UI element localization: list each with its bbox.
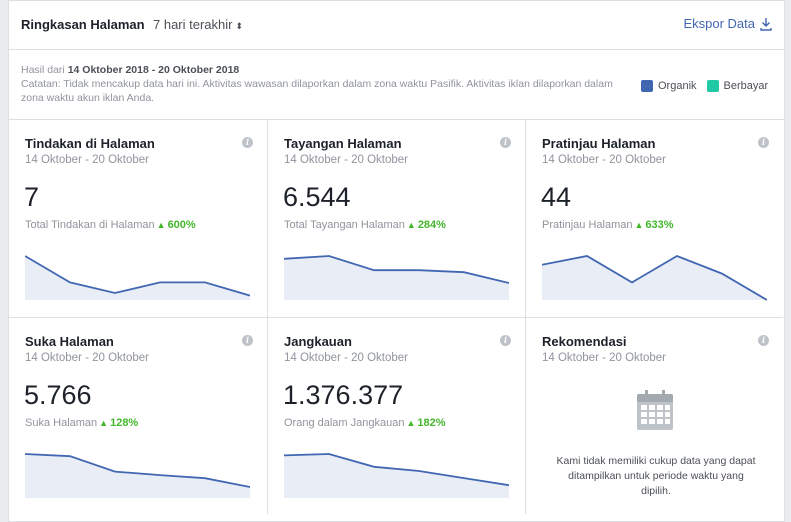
- card-sub-label: Orang dalam Jangkauan: [284, 417, 405, 429]
- date-range-selector[interactable]: 7 hari terakhir ⬍: [153, 17, 243, 32]
- sparkline-area: [284, 454, 509, 498]
- up-arrow-icon: ▲: [634, 220, 644, 230]
- sparkline-line: [25, 453, 250, 488]
- sparkline-chart: [284, 453, 509, 498]
- chart-legend: Organik Berbayar: [641, 80, 778, 92]
- card-subtitle: Orang dalam Jangkauan ▲ 182%: [284, 417, 446, 429]
- card-change: 633%: [645, 219, 674, 231]
- card-title: Suka Halaman: [25, 334, 114, 349]
- page-summary-panel: Ringkasan Halaman 7 hari terakhir ⬍ Ekspo…: [8, 0, 785, 522]
- card-value: 44: [541, 182, 572, 212]
- card-subtitle: Total Tindakan di Halaman ▲ 600%: [25, 219, 196, 231]
- card-date: 14 Oktober - 20 Oktober: [284, 154, 409, 166]
- date-range-label: 7 hari terakhir: [153, 17, 233, 32]
- info-icon[interactable]: i: [500, 335, 511, 346]
- legend-organic-label: Organik: [658, 80, 697, 92]
- metric-card-page-likes[interactable]: Suka Halaman 14 Oktober - 20 Oktober i 5…: [9, 317, 267, 514]
- card-title: Pratinjau Halaman: [542, 136, 656, 151]
- recommendation-card: Rekomendasi 14 Oktober - 20 Oktober i Ka…: [525, 317, 783, 514]
- card-subtitle: Pratinjau Halaman ▲ 633%: [542, 219, 674, 231]
- card-sub-label: Pratinjau Halaman: [542, 219, 633, 231]
- sparkline-chart: [25, 453, 250, 498]
- up-arrow-icon: ▲: [406, 418, 416, 428]
- card-sub-label: Suka Halaman: [25, 417, 98, 429]
- metric-card-page-previews[interactable]: Pratinjau Halaman 14 Oktober - 20 Oktobe…: [525, 120, 783, 317]
- card-value: 7: [24, 182, 40, 212]
- metric-card-page-actions[interactable]: Tindakan di Halaman 14 Oktober - 20 Okto…: [9, 120, 267, 317]
- card-date: 14 Oktober - 20 Oktober: [25, 154, 150, 166]
- calendar-icon: [637, 390, 673, 430]
- card-date: 14 Oktober - 20 Oktober: [542, 352, 667, 364]
- sparkline-area: [25, 454, 250, 498]
- card-date: 14 Oktober - 20 Oktober: [25, 352, 150, 364]
- metric-card-reach[interactable]: Jangkauan 14 Oktober - 20 Oktober i 1.37…: [267, 317, 525, 514]
- card-title: Rekomendasi: [542, 334, 627, 349]
- organic-swatch: [641, 80, 653, 92]
- legend-organic[interactable]: Organik: [641, 80, 697, 92]
- sort-caret-icon: ⬍: [235, 21, 244, 31]
- summary-header: Ringkasan Halaman 7 hari terakhir ⬍ Ekspo…: [9, 1, 784, 50]
- sparkline-line: [25, 255, 250, 297]
- results-range: 14 Oktober 2018 - 20 Oktober 2018: [67, 64, 240, 76]
- metric-card-page-views[interactable]: Tayangan Halaman 14 Oktober - 20 Oktober…: [267, 120, 525, 317]
- card-title: Jangkauan: [284, 334, 352, 349]
- card-date: 14 Oktober - 20 Oktober: [542, 154, 667, 166]
- export-data-link[interactable]: Ekspor Data: [683, 16, 772, 31]
- info-icon[interactable]: i: [500, 137, 511, 148]
- card-subtitle: Total Tayangan Halaman ▲ 284%: [284, 219, 446, 231]
- card-value: 5.766: [24, 380, 92, 410]
- download-icon: [760, 17, 772, 31]
- metrics-grid: Tindakan di Halaman 14 Oktober - 20 Okto…: [9, 119, 784, 522]
- sparkline-chart: [542, 255, 767, 301]
- card-change: 128%: [110, 417, 139, 429]
- summary-info: Hasil dari 14 Oktober 2018 - 20 Oktober …: [21, 63, 631, 105]
- empty-state: [526, 388, 784, 437]
- up-arrow-icon: ▲: [406, 220, 416, 230]
- info-icon[interactable]: i: [242, 335, 253, 346]
- sparkline-area: [25, 256, 250, 300]
- results-prefix: Hasil dari: [21, 64, 65, 76]
- card-subtitle: Suka Halaman ▲ 128%: [25, 417, 138, 429]
- sparkline-line: [284, 453, 509, 487]
- up-arrow-icon: ▲: [156, 220, 166, 230]
- card-change: 284%: [417, 219, 446, 231]
- card-change: 600%: [167, 219, 196, 231]
- card-date: 14 Oktober - 20 Oktober: [284, 352, 409, 364]
- sparkline-chart: [284, 255, 509, 300]
- summary-title: Ringkasan Halaman: [21, 17, 145, 32]
- timezone-note: Catatan: Tidak mencakup data hari ini. A…: [21, 78, 613, 104]
- card-title: Tayangan Halaman: [284, 136, 402, 151]
- sparkline-line: [542, 255, 767, 301]
- card-value: 6.544: [283, 182, 351, 212]
- sparkline-area: [542, 256, 767, 300]
- legend-paid-label: Berbayar: [723, 80, 769, 92]
- sparkline-area: [284, 256, 509, 300]
- info-icon[interactable]: i: [242, 137, 253, 148]
- card-sub-label: Total Tayangan Halaman: [284, 219, 405, 231]
- card-change: 182%: [417, 417, 446, 429]
- info-icon[interactable]: i: [758, 335, 769, 346]
- legend-paid[interactable]: Berbayar: [706, 80, 769, 92]
- up-arrow-icon: ▲: [99, 418, 109, 428]
- results-range-line: Hasil dari 14 Oktober 2018 - 20 Oktober …: [21, 63, 631, 77]
- card-sub-label: Total Tindakan di Halaman: [25, 219, 155, 231]
- sparkline-line: [284, 255, 509, 284]
- empty-state-text: Kami tidak memiliki cukup data yang dapa…: [556, 455, 756, 497]
- export-data-label: Ekspor Data: [683, 16, 755, 31]
- paid-swatch: [706, 80, 719, 92]
- info-icon[interactable]: i: [758, 137, 769, 148]
- sparkline-chart: [25, 255, 250, 300]
- card-title: Tindakan di Halaman: [25, 136, 155, 151]
- card-value: 1.376.377: [283, 380, 404, 410]
